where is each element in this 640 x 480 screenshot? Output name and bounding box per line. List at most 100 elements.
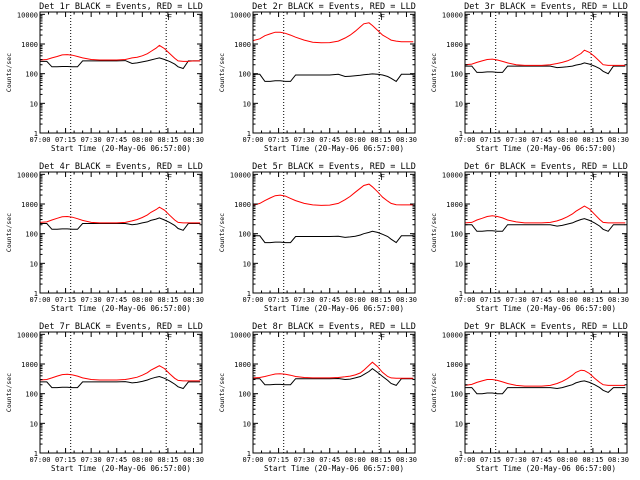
- x-tick-label: 08:30: [183, 296, 204, 304]
- x-tick-label: 08:30: [608, 296, 629, 304]
- panel-title: Det 8r BLACK = Events, RED = LLD: [252, 322, 416, 332]
- panel-title: Det 7r BLACK = Events, RED = LLD: [39, 322, 203, 332]
- flare-marker-label: F: [380, 333, 385, 342]
- x-tick-label: 08:00: [557, 136, 578, 144]
- x-tick-label: 07:30: [294, 136, 315, 144]
- y-tick-label: 10: [243, 260, 251, 268]
- events-series-line: [40, 375, 201, 390]
- y-tick-label: 10000: [17, 11, 38, 19]
- y-tick-label: 10: [30, 420, 38, 428]
- x-tick-label: 07:45: [319, 136, 340, 144]
- x-tick-label: 07:30: [81, 136, 102, 144]
- x-tick-label: 08:15: [157, 296, 178, 304]
- x-tick-label: 08:15: [157, 136, 178, 144]
- y-tick-label: 1000: [234, 201, 251, 209]
- y-tick-label: 10000: [17, 171, 38, 179]
- y-tick-label: 10000: [17, 331, 38, 339]
- y-axis-label: Counts/sec: [430, 213, 438, 252]
- y-tick-label: 100: [25, 231, 38, 239]
- y-axis-label: Counts/sec: [218, 213, 226, 252]
- x-tick-label: 07:00: [242, 456, 263, 464]
- y-tick-label: 100: [238, 71, 251, 79]
- x-tick-label: 08:00: [345, 456, 366, 464]
- y-tick-label: 100: [450, 71, 463, 79]
- x-tick-label: 07:15: [268, 296, 289, 304]
- y-tick-label: 10000: [442, 11, 463, 19]
- y-tick-label: 10: [455, 420, 463, 428]
- x-axis-label: Start Time (20-May-06 06:57:00): [476, 304, 616, 313]
- y-tick-label: 10000: [442, 331, 463, 339]
- y-tick-label: 10000: [230, 171, 251, 179]
- y-tick-label: 1000: [234, 361, 251, 369]
- lld-series-line: [464, 369, 626, 387]
- x-tick-label: 08:15: [582, 296, 603, 304]
- x-tick-label: 07:45: [531, 136, 552, 144]
- flare-marker-label: F: [592, 173, 597, 182]
- y-tick-label: 1: [459, 130, 463, 138]
- x-tick-label: 07:15: [55, 456, 76, 464]
- panel-title: Det 5r BLACK = Events, RED = LLD: [252, 162, 416, 172]
- x-tick-label: 07:30: [506, 136, 527, 144]
- y-tick-label: 1000: [234, 41, 251, 49]
- x-tick-label: 08:30: [396, 296, 417, 304]
- y-tick-label: 1: [247, 450, 251, 458]
- y-tick-label: 1000: [21, 201, 38, 209]
- flare-marker-label: F: [592, 13, 597, 22]
- flare-marker-label: F: [380, 13, 385, 22]
- x-tick-label: 08:00: [132, 456, 153, 464]
- x-tick-label: 07:45: [531, 296, 552, 304]
- x-axis-label: Start Time (20-May-06 06:57:00): [476, 464, 616, 473]
- x-tick-label: 08:15: [370, 296, 391, 304]
- x-tick-label: 08:15: [582, 456, 603, 464]
- x-tick-label: 07:30: [506, 456, 527, 464]
- lld-series-line: [252, 183, 414, 206]
- lld-series-line: [39, 365, 201, 382]
- y-axis-label: Counts/sec: [5, 373, 13, 412]
- x-tick-label: 07:15: [55, 136, 76, 144]
- x-tick-label: 08:00: [557, 296, 578, 304]
- x-axis-label: Start Time (20-May-06 06:57:00): [476, 144, 616, 153]
- plot-frame: [252, 171, 416, 294]
- y-tick-label: 10: [455, 100, 463, 108]
- flare-marker-label: F: [380, 173, 385, 182]
- panel-title: Det 1r BLACK = Events, RED = LLD: [39, 2, 203, 12]
- x-tick-label: 08:15: [582, 136, 603, 144]
- y-tick-label: 1: [34, 290, 38, 298]
- x-axis-label: Start Time (20-May-06 06:57:00): [264, 464, 404, 473]
- x-tick-label: 08:00: [345, 136, 366, 144]
- y-axis-label: Counts/sec: [5, 213, 13, 252]
- x-tick-label: 07:00: [454, 456, 475, 464]
- plot-frame: [39, 331, 203, 454]
- y-tick-label: 1: [459, 290, 463, 298]
- x-tick-label: 07:00: [29, 456, 50, 464]
- y-tick-label: 1000: [446, 201, 463, 209]
- x-tick-label: 07:45: [106, 456, 127, 464]
- events-series-line: [253, 230, 414, 244]
- x-axis-label: Start Time (20-May-06 06:57:00): [51, 464, 191, 473]
- x-tick-label: 08:30: [183, 456, 204, 464]
- events-series-line: [465, 218, 626, 232]
- x-axis-label: Start Time (20-May-06 06:57:00): [264, 144, 404, 153]
- lld-series-line: [252, 361, 414, 379]
- y-tick-label: 1: [34, 130, 38, 138]
- events-series-line: [465, 380, 626, 395]
- x-tick-label: 07:00: [242, 136, 263, 144]
- x-tick-label: 07:30: [506, 296, 527, 304]
- x-tick-label: 08:15: [370, 456, 391, 464]
- y-tick-label: 100: [25, 71, 38, 79]
- y-tick-label: 10: [243, 100, 251, 108]
- x-tick-label: 07:45: [531, 456, 552, 464]
- y-axis-label: Counts/sec: [430, 373, 438, 412]
- events-series-line: [40, 217, 201, 231]
- y-tick-label: 10000: [230, 331, 251, 339]
- x-tick-label: 07:30: [81, 456, 102, 464]
- y-tick-label: 10: [455, 260, 463, 268]
- plot-frame: [252, 331, 416, 454]
- y-tick-label: 1: [247, 130, 251, 138]
- events-series-line: [253, 367, 414, 386]
